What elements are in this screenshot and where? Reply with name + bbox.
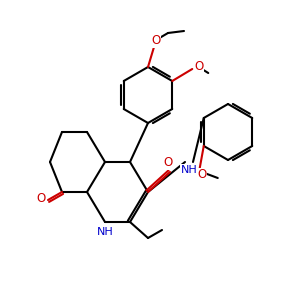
Text: O: O: [152, 34, 160, 47]
Text: O: O: [195, 61, 204, 74]
Text: NH: NH: [181, 165, 197, 175]
Text: NH: NH: [97, 227, 113, 237]
Text: O: O: [197, 169, 206, 182]
Text: O: O: [164, 157, 172, 169]
Text: O: O: [36, 191, 46, 205]
